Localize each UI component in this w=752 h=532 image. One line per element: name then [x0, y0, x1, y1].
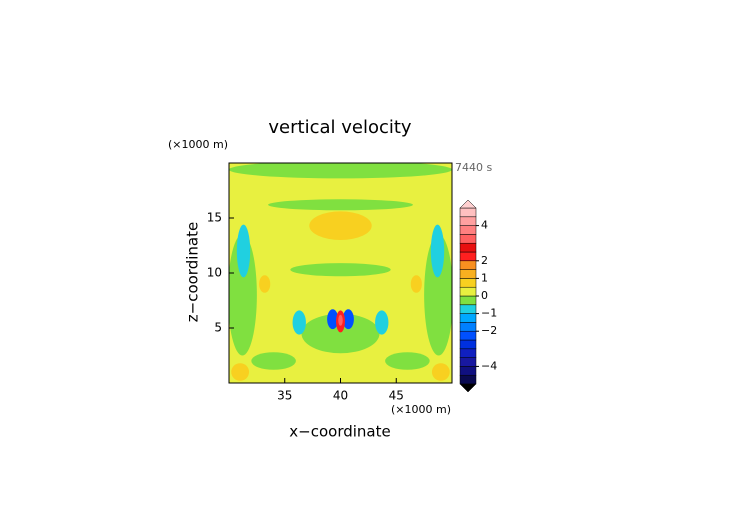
colorbar-tick-label: 0 — [481, 289, 488, 302]
y-tick-label: 10 — [207, 266, 222, 280]
y-unit: (×1000 m) — [168, 138, 228, 151]
colorbar-tick-label: 2 — [481, 254, 488, 267]
time-label: 7440 s — [455, 161, 492, 174]
colorbar-box — [459, 216, 477, 226]
colorbar-box — [459, 286, 477, 297]
colorbar-box — [459, 234, 477, 244]
field-region — [385, 352, 430, 370]
colorbar-box — [459, 374, 477, 385]
colorbar-box — [459, 295, 477, 306]
colorbar-tick-label: −2 — [481, 324, 497, 337]
x-unit: (×1000 m) — [391, 403, 451, 416]
colorbar-box — [459, 269, 477, 279]
colorbar-box — [459, 366, 477, 376]
field — [229, 163, 452, 383]
colorbar-box — [459, 260, 477, 270]
field-region — [292, 310, 306, 335]
y-tick-label: 15 — [207, 211, 222, 225]
field-region — [410, 275, 422, 293]
colorbar-box — [459, 207, 477, 218]
colorbar-tick-label: 4 — [481, 219, 488, 232]
field-region — [251, 352, 296, 370]
y-axis-label: z−coordinate — [184, 222, 202, 322]
colorbar-box — [459, 348, 477, 358]
colorbar-box — [459, 330, 477, 341]
field-region — [424, 234, 452, 356]
field-region — [309, 211, 372, 240]
field-region — [327, 309, 339, 330]
field-region — [301, 313, 380, 354]
colorbar-tick-label: −4 — [481, 359, 497, 372]
colorbar-box — [459, 225, 477, 235]
field-region — [229, 234, 257, 356]
colorbar-box — [459, 242, 477, 253]
colorbar-box — [459, 278, 477, 288]
x-tick-label: 45 — [389, 389, 404, 403]
field-region — [338, 314, 343, 326]
field-region — [236, 224, 251, 278]
colorbar-over — [459, 199, 477, 209]
colorbar-box — [459, 357, 477, 367]
colorbar-tick-label: 1 — [481, 271, 488, 284]
colorbar-box — [459, 251, 477, 262]
field-region — [431, 363, 450, 381]
field-region — [290, 263, 391, 277]
colorbar-tick-label: −1 — [481, 307, 497, 320]
colorbar-box — [459, 313, 477, 323]
chart-title: vertical velocity — [268, 117, 412, 138]
y-tick-label: 5 — [214, 321, 222, 335]
field-region — [268, 199, 413, 211]
field-region — [430, 224, 445, 278]
field-region — [259, 275, 271, 293]
colorbar-box — [459, 304, 477, 314]
field-region — [342, 309, 354, 330]
colorbar-box — [459, 339, 477, 350]
x-axis-label: x−coordinate — [289, 423, 390, 441]
x-tick-label: 35 — [277, 389, 292, 403]
field-region — [229, 163, 452, 179]
colorbar-box — [459, 322, 477, 332]
x-tick-label: 40 — [333, 389, 348, 403]
field-region — [375, 310, 389, 335]
field-region — [231, 363, 250, 381]
colorbar-under — [459, 383, 477, 393]
